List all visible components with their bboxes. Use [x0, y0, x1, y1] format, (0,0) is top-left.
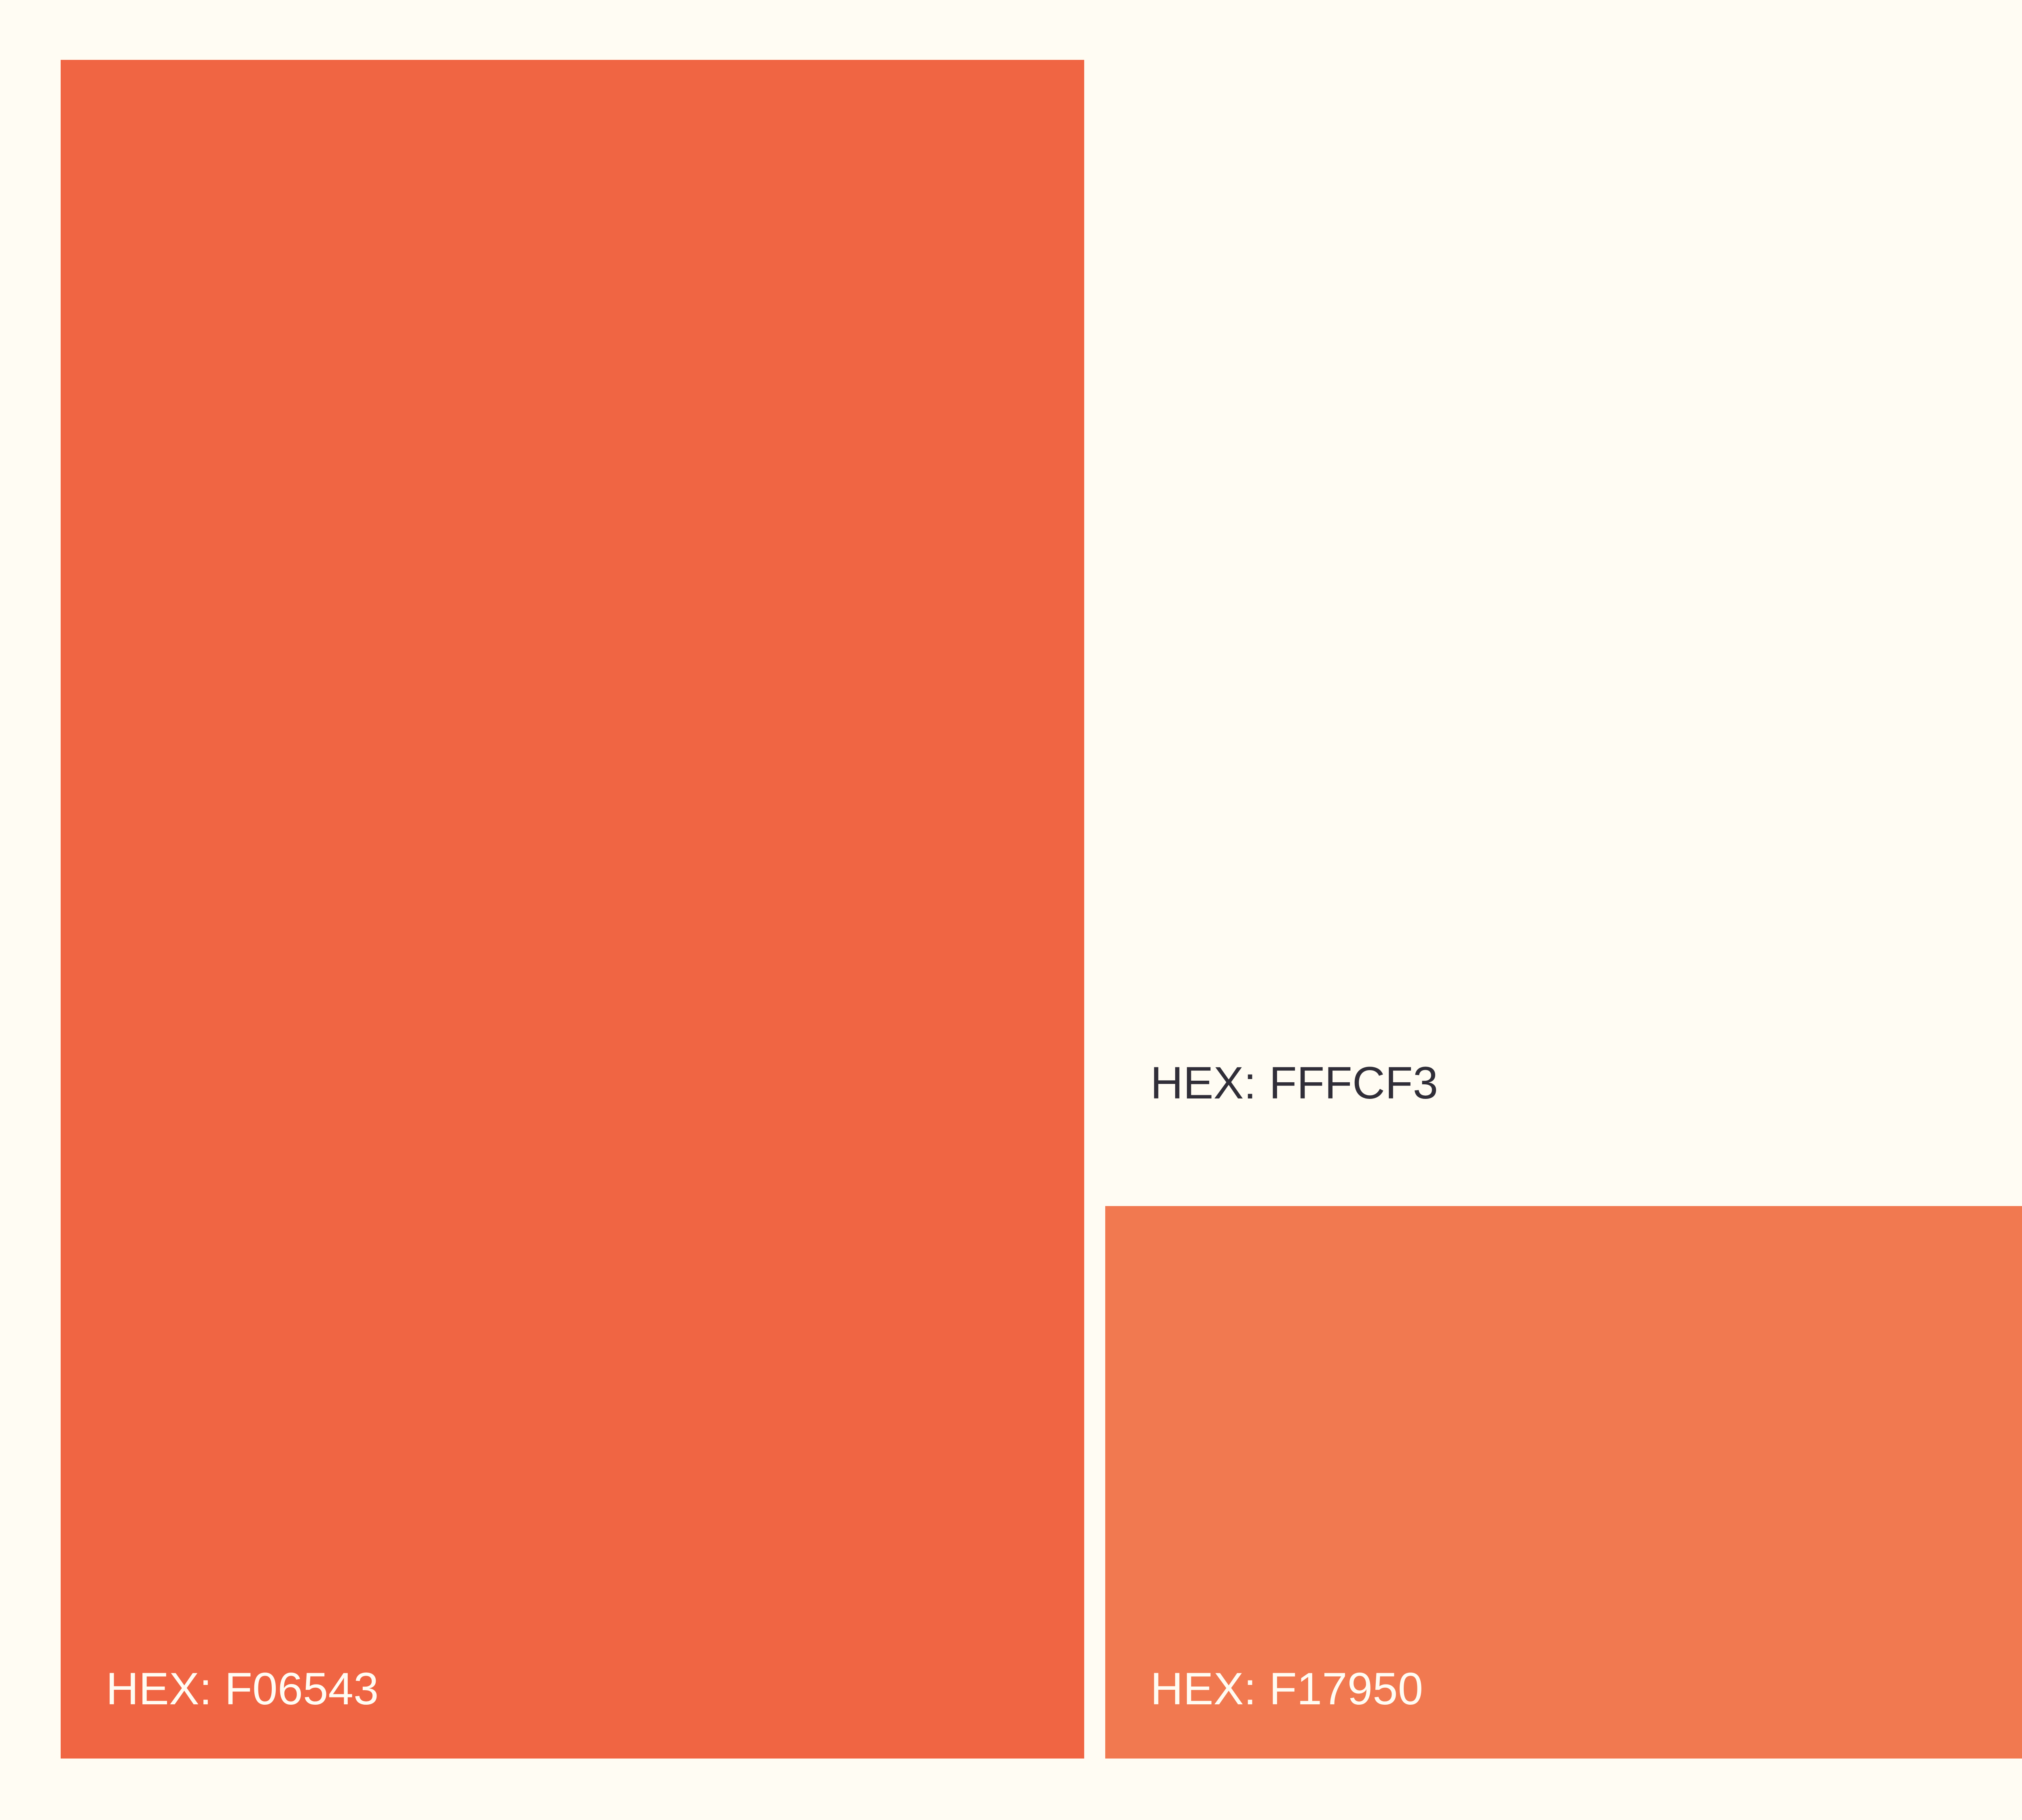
color-hex-label: HEX: F06543: [106, 1663, 379, 1714]
color-swatch-fffcf3[interactable]: HEX: FFFCF3: [1105, 60, 2022, 1153]
color-swatch-f17950[interactable]: HEX: F17950: [1105, 1206, 2022, 1759]
color-hex-label: HEX: FFFCF3: [1150, 1058, 1438, 1108]
palette-column-neutral: HEX: FFFCF3 HEX: F17950: [1105, 60, 2022, 1759]
color-hex-label: HEX: F17950: [1150, 1663, 1423, 1714]
color-palette: HEX: F06543 HEX: FFFCF3 HEX: F17950 HEX:…: [61, 60, 2022, 1759]
palette-column-primary: HEX: F06543: [61, 60, 1084, 1759]
color-swatch-f06543[interactable]: HEX: F06543: [61, 60, 1084, 1759]
